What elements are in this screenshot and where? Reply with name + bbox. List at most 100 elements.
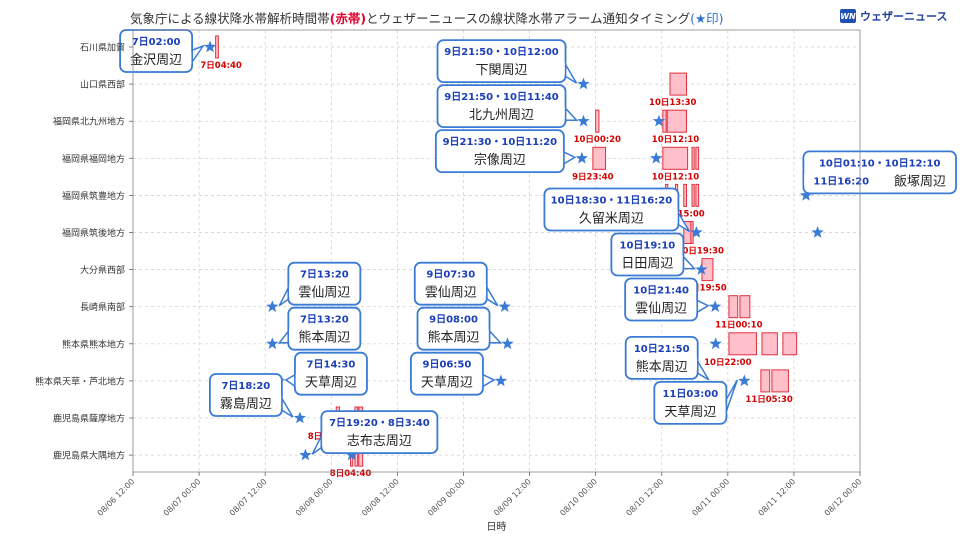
analysis-band [760, 369, 771, 393]
callout: 10日18:30・11日16:20 久留米周辺 [543, 187, 691, 233]
band-time-label: 10日15:00 [657, 209, 704, 219]
analysis-band [691, 146, 695, 170]
weathernews-logo: WN ウェザーニュース [840, 8, 947, 24]
callout-time: 10日18:30・11日16:20 [551, 195, 673, 207]
callout-place: 熊本周辺 [636, 359, 688, 375]
callout: 10日21:50 熊本周辺 [624, 335, 710, 381]
callout: 7日18:20 霧島周辺 [208, 373, 294, 418]
analysis-band [662, 146, 689, 170]
band-time-label: 11日00:10 [715, 321, 762, 331]
analysis-band [592, 146, 607, 170]
x-tick-label: 08/10 12:00 [624, 477, 665, 518]
callout-time: 10日19:10 [620, 240, 676, 252]
x-tick-label: 08/12 00:00 [823, 477, 864, 518]
x-tick-label: 08/09 12:00 [492, 477, 533, 518]
alarm-star [577, 114, 590, 127]
callout-time: 9日21:30・10日11:20 [443, 136, 558, 148]
alarm-star [498, 300, 511, 312]
callout-box [543, 187, 680, 232]
title-main: 気象庁による線状降水帯解析時間帯 [130, 11, 330, 26]
region-label: 熊本県天草・芦北地方 [35, 375, 125, 387]
alarm-star [494, 374, 508, 387]
x-tick-label: 08/08 12:00 [360, 477, 401, 518]
callout-place: 久留米周辺 [579, 212, 644, 227]
alarm-star [738, 374, 751, 387]
callout-box [653, 380, 728, 425]
band-time-label: 10日00:20 [574, 135, 621, 145]
callout-time: 7日13:20 [300, 269, 349, 281]
callout-place: 飯塚周辺 [894, 174, 946, 189]
callouts: 7日02:00金沢周辺9日21:50・10日12:00下関周辺9日21:50・1… [119, 29, 957, 455]
region-label: 大分県西部 [80, 264, 125, 276]
callout-box [610, 232, 685, 277]
callout-time: 11日03:00 [662, 388, 718, 400]
callout-box [436, 84, 567, 128]
alarm-star [345, 448, 358, 461]
callout-box [434, 129, 565, 174]
bands [215, 35, 798, 467]
callout-box [320, 410, 439, 455]
callout-place: 雲仙周辺 [635, 302, 687, 317]
callout-time: 9日08:00 [429, 314, 478, 326]
callout: 9日07:30 雲仙周辺 [413, 261, 499, 307]
region-label: 鹿児島県大隅地方 [53, 450, 125, 462]
callout: 7日02:00 金沢周辺 [119, 29, 206, 73]
callout-place: 志布志周辺 [347, 434, 412, 449]
alarm-star [293, 411, 307, 424]
callout: 9日21:50・10日11:40 北九州周辺 [436, 84, 579, 128]
analysis-band [595, 109, 600, 133]
analysis-band [782, 332, 798, 356]
region-label: 石川県加賀 [80, 42, 125, 54]
alarm-star [695, 263, 708, 275]
x-tick-label: 08/07 00:00 [162, 477, 203, 518]
region-label: 長崎県南部 [80, 301, 125, 313]
x-tick-label: 08/10 00:00 [558, 477, 599, 518]
callout: 7日13:20 熊本周辺 [277, 306, 362, 351]
callout-place: 天草周辺 [421, 376, 473, 391]
callout-box [624, 335, 699, 380]
analysis-band [761, 332, 778, 356]
band-time-label: 7日04:40 [200, 61, 242, 71]
callout-box [294, 351, 368, 396]
title-star: (★印) [690, 11, 724, 26]
analysis-band [728, 295, 739, 319]
alarm-star [577, 77, 590, 90]
alarm-star [811, 226, 824, 238]
alarm-star [575, 151, 588, 164]
x-axis-label: 日時 [487, 521, 507, 533]
callout-box [416, 306, 491, 351]
analysis-band [690, 221, 694, 244]
stars [203, 40, 824, 461]
x-tick-label: 08/06 12:00 [96, 477, 137, 518]
analysis-band [728, 332, 757, 356]
callout-time: 7日19:20・8日3:40 [329, 417, 430, 429]
callout-place: 熊本周辺 [298, 330, 350, 346]
callout: 10日01:10・10日12:10 11日16:20 飯塚周辺 [802, 150, 957, 195]
alarm-star [709, 300, 722, 312]
callout-time: 9日21:50・10日12:00 [444, 46, 559, 58]
callout-place: 金沢周辺 [130, 52, 182, 68]
callout-time: 10日21:40 [633, 285, 689, 297]
chart-title: 気象庁による線状降水帯解析時間帯(赤帯)とウェザーニュースの線状降水帯アラーム通… [130, 8, 724, 27]
callout-box [436, 39, 567, 83]
callout: 7日14:30 天草周辺 [284, 351, 368, 396]
alarm-star [266, 337, 279, 350]
analysis-band [683, 183, 688, 207]
callout-place: 熊本周辺 [428, 330, 480, 346]
alarm-star [203, 40, 217, 53]
alarm-star [652, 114, 666, 127]
x-tick-label: 08/07 12:00 [228, 477, 269, 518]
alarm-star [799, 188, 813, 201]
callout-time: 10日21:50 [634, 343, 690, 355]
analysis-band [215, 35, 219, 59]
callout-place: 北九州周辺 [469, 108, 534, 123]
analysis-band [662, 109, 667, 133]
band-time-label: 10日19:50 [679, 284, 726, 294]
callout-time: 7日18:20 [221, 380, 270, 392]
region-label: 熊本県熊本地方 [62, 338, 125, 350]
region-label: 鹿児島県薩摩地方 [53, 413, 125, 425]
band-time-label: 11日05:30 [745, 395, 792, 405]
callout: 10日21:40 雲仙周辺 [624, 277, 710, 322]
region-label: 福岡県筑後地方 [62, 227, 125, 239]
region-label: 福岡県筑豊地方 [62, 190, 125, 202]
